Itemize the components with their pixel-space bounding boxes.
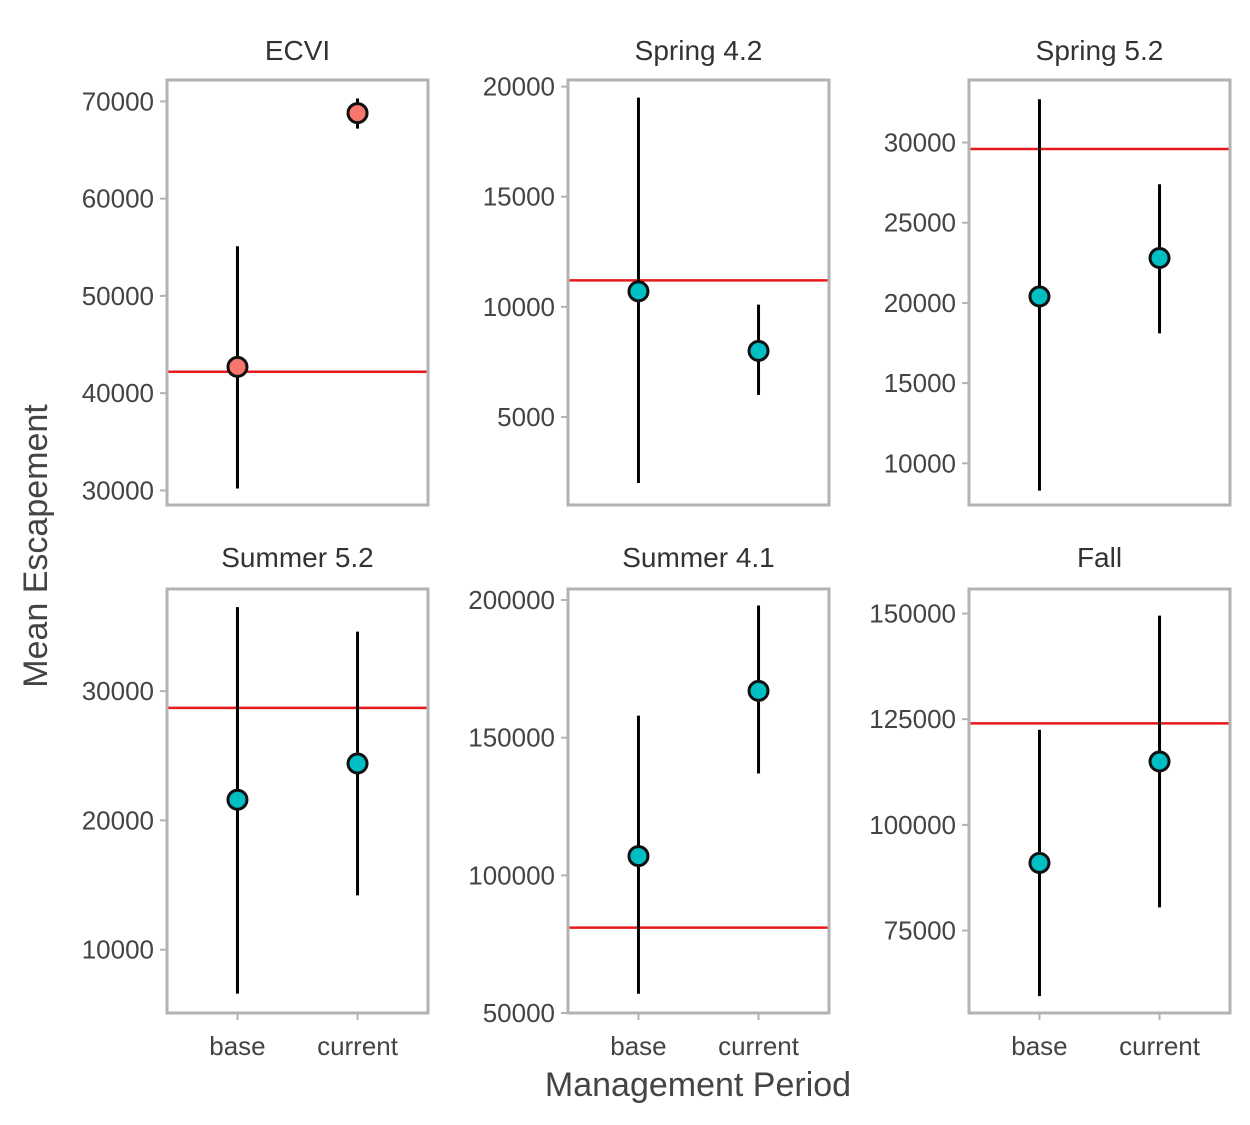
y-tick-label: 30000 <box>82 676 154 706</box>
panel-title: Summer 5.2 <box>221 542 374 573</box>
y-axis-title: Mean Escapement <box>17 404 55 688</box>
panel-summer-4-1: Summer 4.1 50000 100000 150000 200000 <box>468 542 831 1028</box>
point-current <box>346 102 369 125</box>
panel-spring-5-2: Spring 5.2 10000 15000 20000 25000 30000 <box>884 35 1232 507</box>
point-base <box>226 355 249 378</box>
point-base <box>1028 851 1051 874</box>
x-tick-label-base: base <box>209 1031 265 1061</box>
panel-frame <box>566 78 831 507</box>
y-tick-label: 150000 <box>468 723 555 753</box>
y-tick-label: 20000 <box>884 288 956 318</box>
y-tick-label: 30000 <box>82 475 154 505</box>
point-current <box>346 752 369 775</box>
y-tick-label: 60000 <box>82 184 154 214</box>
y-tick-label: 30000 <box>884 128 956 158</box>
y-tick-label: 50000 <box>82 281 154 311</box>
y-tick-label: 20000 <box>82 805 154 835</box>
panel-frame <box>967 78 1232 507</box>
y-tick-label: 40000 <box>82 378 154 408</box>
y-tick-label: 5000 <box>497 402 555 432</box>
point-base <box>627 280 650 303</box>
point-current <box>747 339 770 362</box>
y-tick-label: 150000 <box>869 599 956 629</box>
x-tick-label-base: base <box>1011 1031 1067 1061</box>
panel-frame <box>165 587 430 1015</box>
x-tick-label-current: current <box>317 1031 399 1061</box>
x-axis-labels: base current base current base current <box>209 1031 1200 1061</box>
y-tick-label: 100000 <box>869 810 956 840</box>
y-tick-label: 200000 <box>468 585 555 615</box>
panel-ecvi: ECVI 30000 40000 50000 60000 70000 <box>82 35 430 507</box>
panel-title: Spring 5.2 <box>1036 35 1164 66</box>
y-tick-label: 125000 <box>869 704 956 734</box>
y-tick-label: 50000 <box>483 998 555 1028</box>
point-base <box>1028 285 1051 308</box>
panel-title: Spring 4.2 <box>635 35 763 66</box>
panel-frame <box>566 587 831 1015</box>
point-current <box>1148 750 1171 773</box>
panel-frame <box>967 587 1232 1015</box>
y-tick-label: 100000 <box>468 860 555 890</box>
y-tick-label: 75000 <box>884 916 956 946</box>
panel-summer-5-2: Summer 5.2 10000 20000 30000 <box>82 542 430 1020</box>
panel-title: Fall <box>1077 542 1122 573</box>
y-tick-label: 10000 <box>82 935 154 965</box>
point-base <box>226 788 249 811</box>
y-tick-label: 10000 <box>483 292 555 322</box>
y-tick-label: 15000 <box>884 368 956 398</box>
panel-frame <box>165 78 430 507</box>
panel-spring-4-2: Spring 4.2 5000 10000 15000 20000 <box>483 35 831 507</box>
y-tick-label: 15000 <box>483 182 555 212</box>
point-base <box>627 845 650 868</box>
point-current <box>1148 247 1171 270</box>
x-tick-label-current: current <box>718 1031 800 1061</box>
x-tick-label-current: current <box>1119 1031 1201 1061</box>
point-current <box>747 679 770 702</box>
panel-title: Summer 4.1 <box>622 542 775 573</box>
y-tick-label: 10000 <box>884 448 956 478</box>
y-tick-label: 70000 <box>82 86 154 116</box>
y-tick-label: 25000 <box>884 208 956 238</box>
x-axis-title: Management Period <box>545 1066 851 1104</box>
panel-title: ECVI <box>265 35 330 66</box>
x-tick-label-base: base <box>610 1031 666 1061</box>
panel-fall: Fall 75000 100000 125000 150000 <box>869 542 1232 1020</box>
panels: ECVI 30000 40000 50000 60000 70000 Spring 4.2 5… <box>82 35 1232 1028</box>
y-tick-label: 20000 <box>483 72 555 102</box>
